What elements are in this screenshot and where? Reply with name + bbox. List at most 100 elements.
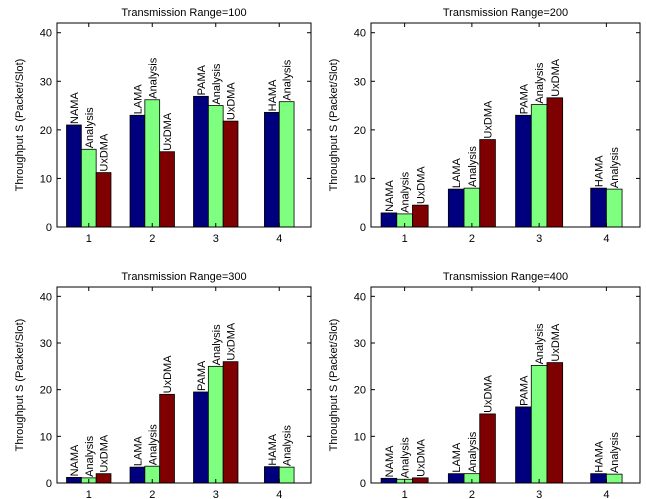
- bar-hama-group-4: [264, 466, 280, 484]
- x-tick-label: 1: [402, 489, 408, 499]
- y-axis-label: Throughput S (Packet/Slot): [14, 319, 26, 452]
- bar-nama-group-1: [380, 477, 398, 484]
- y-tick-label: 10: [40, 173, 52, 185]
- bar-label-pama-group-3: PAMA: [518, 83, 530, 114]
- y-axis-label: Throughput S (Packet/Slot): [328, 59, 340, 192]
- bar-label-uxdma-group-1: UxDMA: [99, 133, 111, 172]
- y-tick-label: 30: [354, 76, 366, 88]
- bar-label-uxdma-group-1: UxDMA: [415, 166, 427, 205]
- y-tick-label: 0: [360, 222, 366, 234]
- bar-analysis-group-3: [530, 364, 548, 484]
- bar-label-hama-group-4: HAMA: [267, 433, 279, 465]
- bar-nama-group-1: [66, 124, 82, 228]
- y-tick-label: 30: [40, 76, 52, 88]
- bar-analysis-group-2: [144, 99, 161, 228]
- bar-label-analysis-group-3: Analysis: [211, 324, 223, 365]
- axes-frame: [370, 286, 641, 484]
- x-tick-label: 4: [603, 489, 609, 499]
- y-tick-label: 40: [354, 291, 366, 303]
- y-tick-label: 0: [46, 222, 52, 234]
- bar-uxdma-group-1: [412, 204, 429, 228]
- bar-lama-group-2: [129, 466, 146, 484]
- y-tick-label: 0: [360, 478, 366, 490]
- bar-label-analysis-group-4: Analysis: [282, 425, 294, 466]
- bar-uxdma-group-2: [159, 151, 175, 228]
- bar-hama-group-4: [264, 111, 280, 228]
- y-tick-label: 40: [354, 28, 366, 40]
- bar-label-uxdma-group-1: UxDMA: [415, 438, 427, 477]
- bar-uxdma-group-2: [479, 139, 496, 228]
- y-tick-label: 0: [46, 478, 52, 490]
- bar-uxdma-group-1: [95, 172, 112, 228]
- bar-label-nama-group-1: NAMA: [384, 445, 396, 477]
- chart-panel-3: Transmission Range=300 Throughput S (Pack…: [14, 271, 312, 499]
- bar-hama-group-4: [590, 473, 607, 484]
- axes-frame: [56, 286, 312, 484]
- bar-uxdma-group-3: [222, 120, 239, 228]
- chart-title: Transmission Range=300: [121, 271, 246, 283]
- bar-label-uxdma-group-3: UxDMA: [226, 82, 238, 121]
- x-tick-label: 4: [276, 233, 282, 245]
- y-tick-label: 30: [40, 338, 52, 350]
- bar-label-analysis-group-3: Analysis: [534, 62, 546, 103]
- x-tick-label: 1: [86, 489, 92, 499]
- bar-lama-group-2: [447, 473, 465, 484]
- bar-analysis-group-1: [80, 148, 97, 228]
- bar-label-analysis-group-4: Analysis: [282, 59, 294, 100]
- bar-label-analysis-group-3: Analysis: [211, 63, 223, 104]
- bar-label-analysis-group-4: Analysis: [609, 432, 621, 473]
- bar-analysis-group-3: [530, 104, 548, 228]
- chart-title: Transmission Range=400: [443, 271, 568, 283]
- bar-label-analysis-group-1: Analysis: [400, 171, 412, 212]
- bar-label-pama-group-3: PAMA: [196, 360, 208, 391]
- bar-label-lama-group-2: LAMA: [451, 442, 463, 473]
- chart-panel-4: Transmission Range=400 Throughput S (Pack…: [328, 271, 641, 499]
- x-tick-label: 2: [149, 233, 155, 245]
- y-tick-label: 20: [40, 125, 52, 137]
- bar-label-uxdma-group-3: UxDMA: [550, 58, 562, 97]
- bar-label-pama-group-3: PAMA: [518, 375, 530, 406]
- y-tick-label: 20: [354, 385, 366, 397]
- y-axis-label: Throughput S (Packet/Slot): [328, 319, 340, 452]
- y-tick-label: 20: [354, 125, 366, 137]
- bar-hama-group-4: [590, 187, 607, 228]
- bar-label-uxdma-group-1: UxDMA: [99, 434, 111, 473]
- bar-label-analysis-group-2: Analysis: [467, 431, 479, 472]
- bar-label-analysis-group-2: Analysis: [147, 424, 159, 465]
- y-tick-label: 30: [354, 338, 366, 350]
- y-tick-label: 40: [40, 291, 52, 303]
- axes-frame: [370, 22, 641, 228]
- bar-pama-group-3: [515, 406, 532, 484]
- bar-label-analysis-group-1: Analysis: [84, 435, 96, 476]
- x-tick-label: 1: [402, 233, 408, 245]
- bar-label-uxdma-group-2: UxDMA: [483, 374, 495, 413]
- x-tick-label: 3: [536, 233, 542, 245]
- bar-label-analysis-group-2: Analysis: [147, 57, 159, 98]
- chart-title: Transmission Range=200: [443, 7, 568, 19]
- bar-label-lama-group-2: LAMA: [132, 436, 144, 467]
- bar-label-hama-group-4: HAMA: [594, 440, 606, 472]
- y-axis-label: Throughput S (Packet/Slot): [14, 59, 26, 192]
- chart-panel-2: Transmission Range=200 Throughput S (Pack…: [328, 7, 641, 245]
- y-tick-label: 10: [354, 431, 366, 443]
- x-tick-label: 3: [536, 489, 542, 499]
- bar-uxdma-group-3: [546, 362, 564, 484]
- bar-uxdma-group-3: [546, 97, 564, 228]
- bar-label-uxdma-group-3: UxDMA: [550, 323, 562, 362]
- x-tick-label: 2: [149, 489, 155, 499]
- bar-label-hama-group-4: HAMA: [594, 155, 606, 187]
- bar-label-uxdma-group-2: UxDMA: [483, 100, 495, 139]
- bar-analysis-group-4: [605, 188, 623, 228]
- chart-title: Transmission Range=100: [121, 7, 246, 19]
- bar-analysis-group-4: [278, 101, 295, 228]
- bar-pama-group-3: [193, 95, 209, 228]
- bar-analysis-group-4: [605, 473, 623, 484]
- bar-label-nama-group-1: NAMA: [384, 179, 396, 211]
- bar-label-analysis-group-2: Analysis: [467, 146, 479, 187]
- bar-label-nama-group-1: NAMA: [69, 444, 81, 476]
- bar-label-analysis-group-4: Analysis: [609, 147, 621, 188]
- bar-analysis-group-4: [278, 466, 295, 484]
- bar-label-nama-group-1: NAMA: [69, 92, 81, 124]
- bar-label-analysis-group-1: Analysis: [84, 107, 96, 148]
